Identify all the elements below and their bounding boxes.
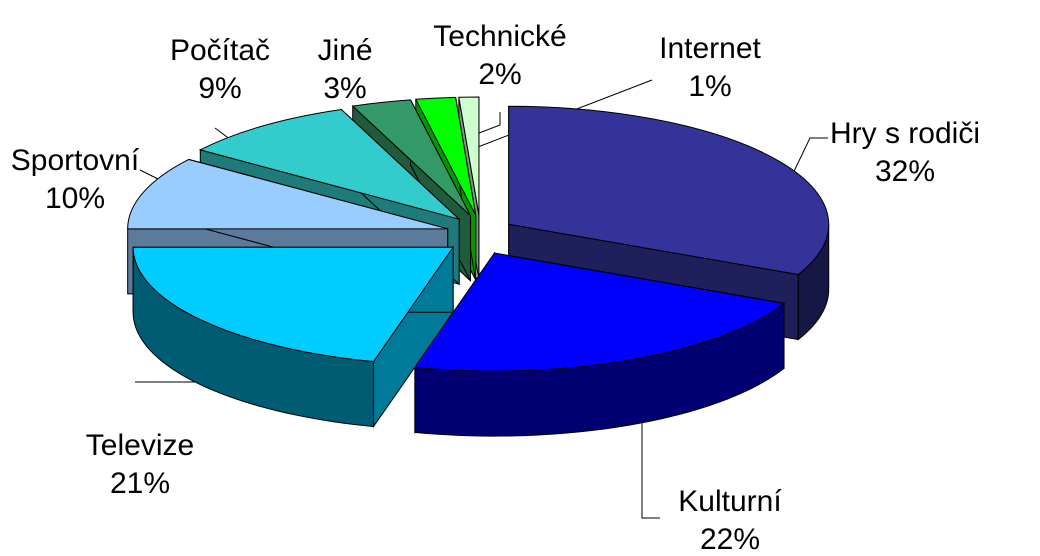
pie	[127, 96, 830, 437]
slice-top	[132, 246, 455, 363]
slice-top	[414, 96, 477, 216]
leader-line	[641, 410, 660, 519]
pie-slice	[413, 251, 786, 437]
slice-top	[198, 108, 460, 220]
slice-value-label: 1%	[688, 70, 731, 103]
slice-label: Počítač	[170, 34, 270, 67]
slice-label: Televize	[86, 429, 194, 462]
slice-label: Internet	[659, 32, 761, 65]
slice-value-label: 10%	[45, 182, 105, 215]
slice-value-label: 9%	[198, 72, 241, 105]
slice-label: Technické	[433, 20, 566, 53]
slice-value-label: 32%	[875, 155, 935, 188]
slice-top	[127, 158, 448, 230]
slice-label: Hry s rodiči	[830, 117, 980, 150]
slice-label: Jiné	[317, 34, 372, 67]
slice-value-label: 22%	[700, 523, 760, 556]
labels: Hry s rodiči 32% Kulturní 22% Televize 21% Spo…	[11, 20, 980, 556]
slice-top	[351, 99, 471, 217]
slice-top	[458, 96, 480, 216]
slice-value-label: 2%	[478, 58, 521, 91]
pie-slice	[132, 245, 455, 429]
slice-top	[413, 252, 786, 372]
slice-label: Sportovní	[11, 144, 140, 177]
slice-value-label: 21%	[110, 467, 170, 500]
slice-top	[508, 105, 830, 276]
slice-label: Kulturní	[678, 485, 782, 518]
slice-value-label: 3%	[323, 72, 366, 105]
